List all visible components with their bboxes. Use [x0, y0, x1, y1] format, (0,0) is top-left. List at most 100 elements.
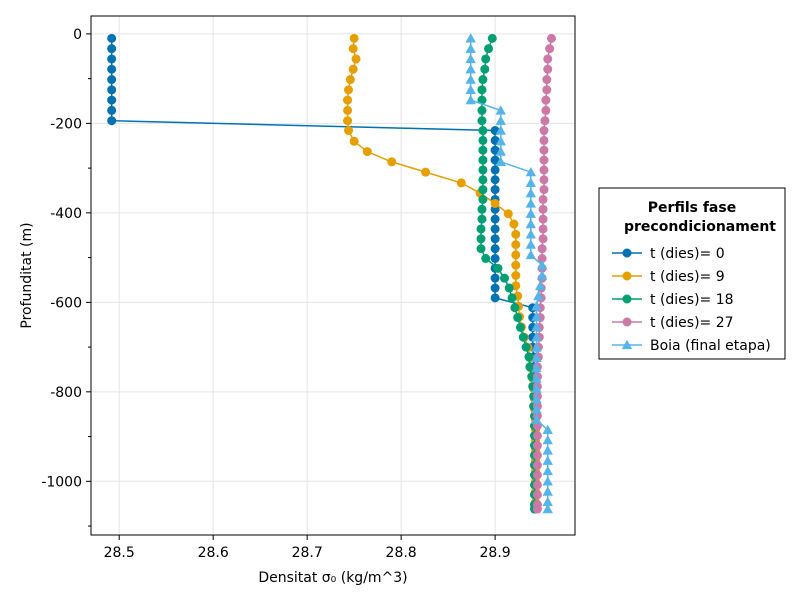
- data-point: [532, 460, 542, 470]
- data-point: [542, 424, 553, 435]
- data-point: [532, 504, 542, 514]
- data-point: [478, 75, 488, 85]
- data-point: [542, 455, 553, 465]
- data-point: [484, 44, 494, 54]
- data-point: [478, 155, 488, 165]
- data-point: [493, 263, 503, 273]
- data-point: [511, 260, 521, 270]
- data-point: [476, 224, 486, 234]
- data-point: [510, 303, 520, 313]
- legend-title: Perfils fase: [648, 200, 736, 216]
- legend-marker: [622, 317, 632, 327]
- y-tick-label: -600: [50, 295, 82, 311]
- data-point: [531, 301, 542, 311]
- y-tick-label: -1000: [41, 474, 82, 490]
- data-point: [500, 273, 510, 283]
- data-point: [490, 293, 500, 303]
- data-point: [532, 470, 542, 480]
- data-point: [107, 33, 117, 43]
- data-point: [343, 95, 353, 105]
- legend-label: t (dies)= 9: [650, 269, 725, 285]
- data-point: [542, 75, 552, 85]
- data-point: [542, 503, 553, 514]
- legend-marker: [622, 271, 632, 281]
- data-point: [532, 431, 542, 441]
- data-point: [478, 126, 488, 136]
- data-point: [538, 214, 548, 224]
- x-axis-label: Densitat σ₀ (kg/m^3): [258, 570, 407, 586]
- data-point: [495, 146, 506, 156]
- data-point: [478, 145, 488, 155]
- data-point: [533, 290, 544, 301]
- data-point: [513, 313, 523, 323]
- data-point: [525, 229, 537, 239]
- data-point: [421, 167, 431, 177]
- legend-item: t (dies)= 18: [612, 292, 734, 308]
- data-point: [344, 126, 354, 136]
- data-point: [495, 136, 506, 146]
- y-axis-label: Profunditat (m): [19, 222, 35, 328]
- data-point: [525, 239, 537, 249]
- data-point: [490, 185, 500, 195]
- data-point: [525, 187, 537, 198]
- data-point: [540, 116, 550, 126]
- data-point: [465, 94, 476, 105]
- data-point: [538, 234, 548, 244]
- data-point: [525, 218, 537, 229]
- plot-frame: [90, 15, 576, 536]
- data-point: [531, 404, 542, 414]
- legend-item: t (dies)= 9: [612, 269, 725, 285]
- data-point: [542, 434, 553, 445]
- data-point: [541, 105, 551, 115]
- data-point: [465, 43, 476, 53]
- data-point: [511, 250, 521, 260]
- data-point: [478, 165, 488, 175]
- data-point: [536, 260, 548, 270]
- data-point: [495, 105, 506, 115]
- data-point: [532, 480, 542, 490]
- series-line: [480, 38, 536, 509]
- data-point: [495, 125, 506, 135]
- data-point: [525, 198, 537, 208]
- data-point: [542, 476, 553, 486]
- data-point: [543, 54, 553, 64]
- data-point: [524, 352, 534, 362]
- data-point: [532, 490, 542, 500]
- data-point: [490, 234, 500, 244]
- x-tick-label: 28.5: [104, 545, 135, 561]
- series-4: [465, 33, 553, 514]
- data-point: [504, 283, 514, 293]
- data-point: [490, 165, 500, 175]
- data-point: [539, 175, 549, 185]
- data-point: [536, 270, 548, 280]
- data-point: [478, 194, 488, 204]
- data-point: [490, 214, 500, 224]
- data-point: [345, 75, 355, 85]
- series-line: [110, 38, 536, 509]
- data-point: [542, 486, 553, 496]
- data-point: [525, 166, 537, 177]
- data-point: [387, 157, 397, 167]
- data-point: [477, 95, 487, 105]
- x-tick-label: 28.8: [386, 545, 417, 561]
- data-point: [511, 229, 521, 239]
- legend: Perfils fase precondicionament t (dies)=…: [598, 187, 786, 360]
- x-tick-label: 28.7: [292, 545, 323, 561]
- data-point: [507, 293, 517, 303]
- data-point: [543, 64, 553, 74]
- data-point: [490, 273, 500, 283]
- data-point: [511, 240, 521, 250]
- data-point: [538, 204, 548, 214]
- data-point: [107, 75, 117, 85]
- series-1: [343, 33, 541, 514]
- data-point: [531, 414, 542, 424]
- data-point: [515, 322, 525, 332]
- data-point: [531, 362, 542, 373]
- data-point: [539, 185, 549, 195]
- data-point: [349, 33, 359, 43]
- x-tick-label: 28.9: [480, 545, 511, 561]
- data-point: [538, 194, 548, 204]
- legend-marker: [621, 339, 633, 350]
- legend-item: t (dies)= 0: [612, 246, 725, 262]
- data-point: [542, 496, 553, 507]
